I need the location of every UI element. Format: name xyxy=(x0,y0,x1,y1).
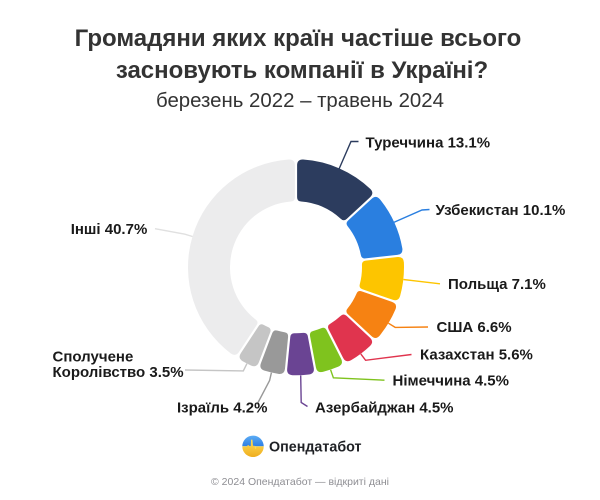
svg-text:березень 2022 – травень 2024: березень 2022 – травень 2024 xyxy=(156,90,444,112)
svg-text:США 6.6%: США 6.6% xyxy=(437,319,512,336)
svg-text:Громадяни яких країн частіше в: Громадяни яких країн частіше всього xyxy=(75,25,522,52)
svg-text:Опендатабот: Опендатабот xyxy=(269,439,362,455)
svg-text:Німеччина 4.5%: Німеччина 4.5% xyxy=(393,373,509,390)
svg-text:Узбекистан 10.1%: Узбекистан 10.1% xyxy=(436,202,566,219)
svg-text:Королівство 3.5%: Королівство 3.5% xyxy=(53,364,184,381)
svg-text:засновують компанії в Україні?: засновують компанії в Україні? xyxy=(116,57,488,84)
svg-text:Туреччина 13.1%: Туреччина 13.1% xyxy=(366,135,491,152)
svg-text:Ізраїль 4.2%: Ізраїль 4.2% xyxy=(177,399,267,416)
svg-text:Казахстан 5.6%: Казахстан 5.6% xyxy=(420,347,533,364)
svg-text:Азербайджан 4.5%: Азербайджан 4.5% xyxy=(315,399,454,416)
svg-text:© 2024 Опендатабот — відкриті: © 2024 Опендатабот — відкриті дані xyxy=(211,476,389,488)
svg-text:Інші 40.7%: Інші 40.7% xyxy=(71,221,148,238)
svg-text:Польща 7.1%: Польща 7.1% xyxy=(448,276,546,293)
svg-text:Сполучене: Сполучене xyxy=(53,349,134,366)
